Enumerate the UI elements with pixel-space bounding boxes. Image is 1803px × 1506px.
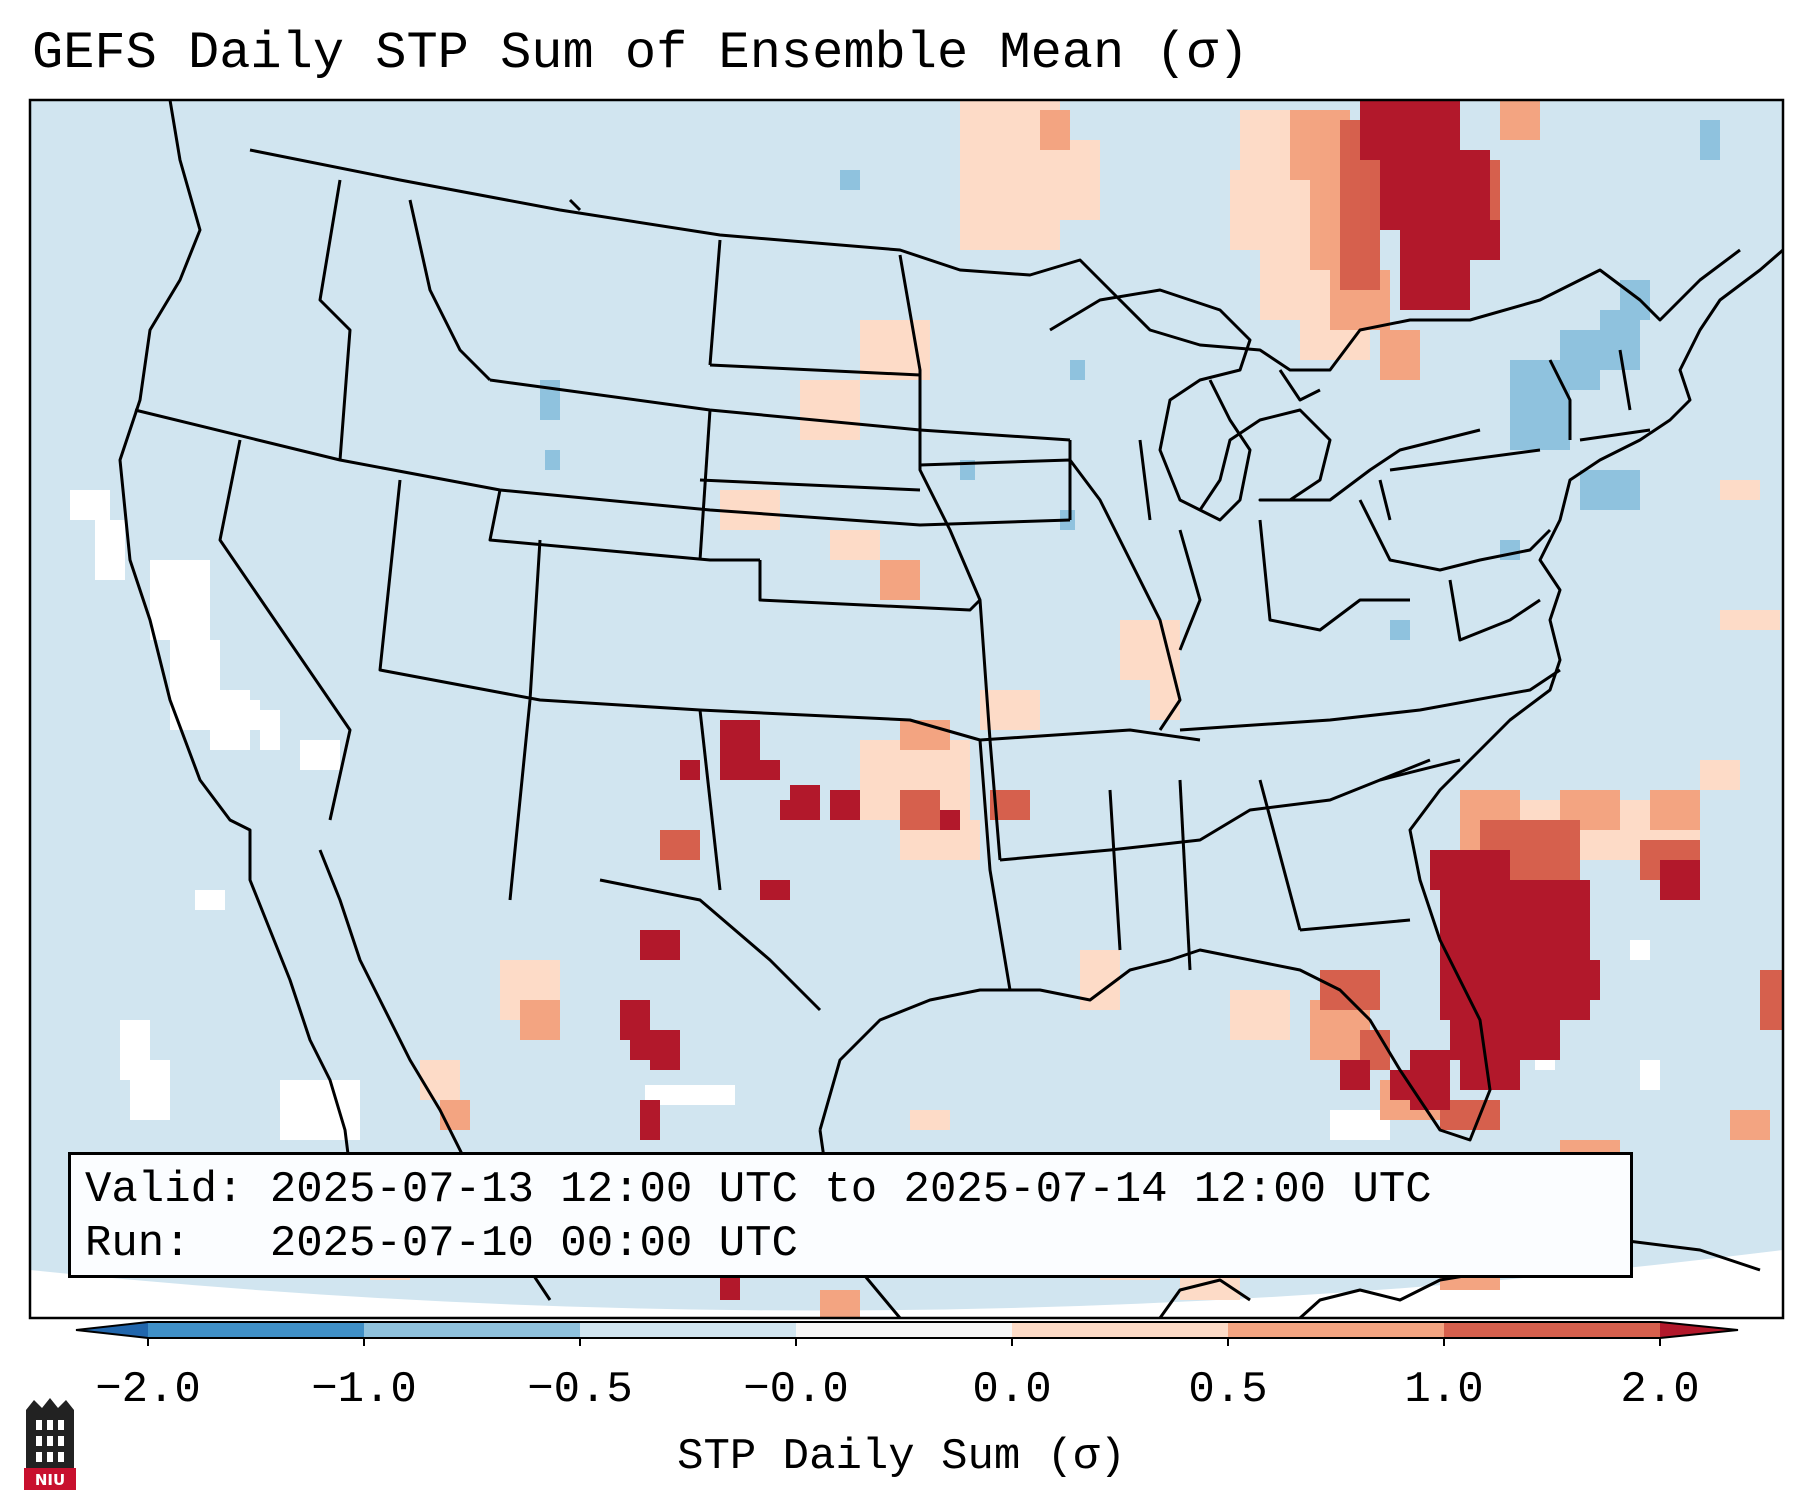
colorbar-tick-label: 0.5	[1188, 1365, 1268, 1415]
run-label: Run:	[85, 1219, 191, 1269]
niu-tower-logo-icon: NIU	[24, 1398, 76, 1490]
run-value: 2025-07-10 00:00 UTC	[269, 1219, 798, 1269]
colorbar-tick-label: −0.0	[743, 1365, 849, 1415]
colorbar-tick-label: −1.0	[311, 1365, 417, 1415]
colorbar-label: STP Daily Sum (σ)	[677, 1432, 1126, 1482]
neutral-cells	[70, 490, 1660, 1140]
colorbar-tick-label: 1.0	[1404, 1365, 1484, 1415]
logo-text: NIU	[35, 1471, 65, 1489]
colorbar-tick-label: −0.5	[527, 1365, 633, 1415]
valid-value: 2025-07-13 12:00 UTC to 2025-07-14 12:00…	[269, 1165, 1432, 1215]
valid-label: Valid:	[85, 1165, 244, 1215]
projection-edge	[30, 1250, 1783, 1318]
map-frame	[28, 98, 1785, 1320]
colorbar-tick-label: −2.0	[95, 1365, 201, 1415]
run-info-box: Valid: 2025-07-13 12:00 UTC to 2025-07-1…	[68, 1152, 1633, 1278]
extreme-positive-cells	[620, 100, 1700, 1300]
valid-row: Valid: 2025-07-13 12:00 UTC to 2025-07-1…	[85, 1163, 1616, 1217]
boundaries	[118, 100, 1783, 1318]
colorbar-tick-label: 0.0	[972, 1365, 1052, 1415]
map-title: GEFS Daily STP Sum of Ensemble Mean (σ)	[32, 24, 1249, 83]
run-row: Run: 2025-07-10 00:00 UTC	[85, 1217, 1616, 1271]
colorbar-tick-label: 2.0	[1620, 1365, 1700, 1415]
